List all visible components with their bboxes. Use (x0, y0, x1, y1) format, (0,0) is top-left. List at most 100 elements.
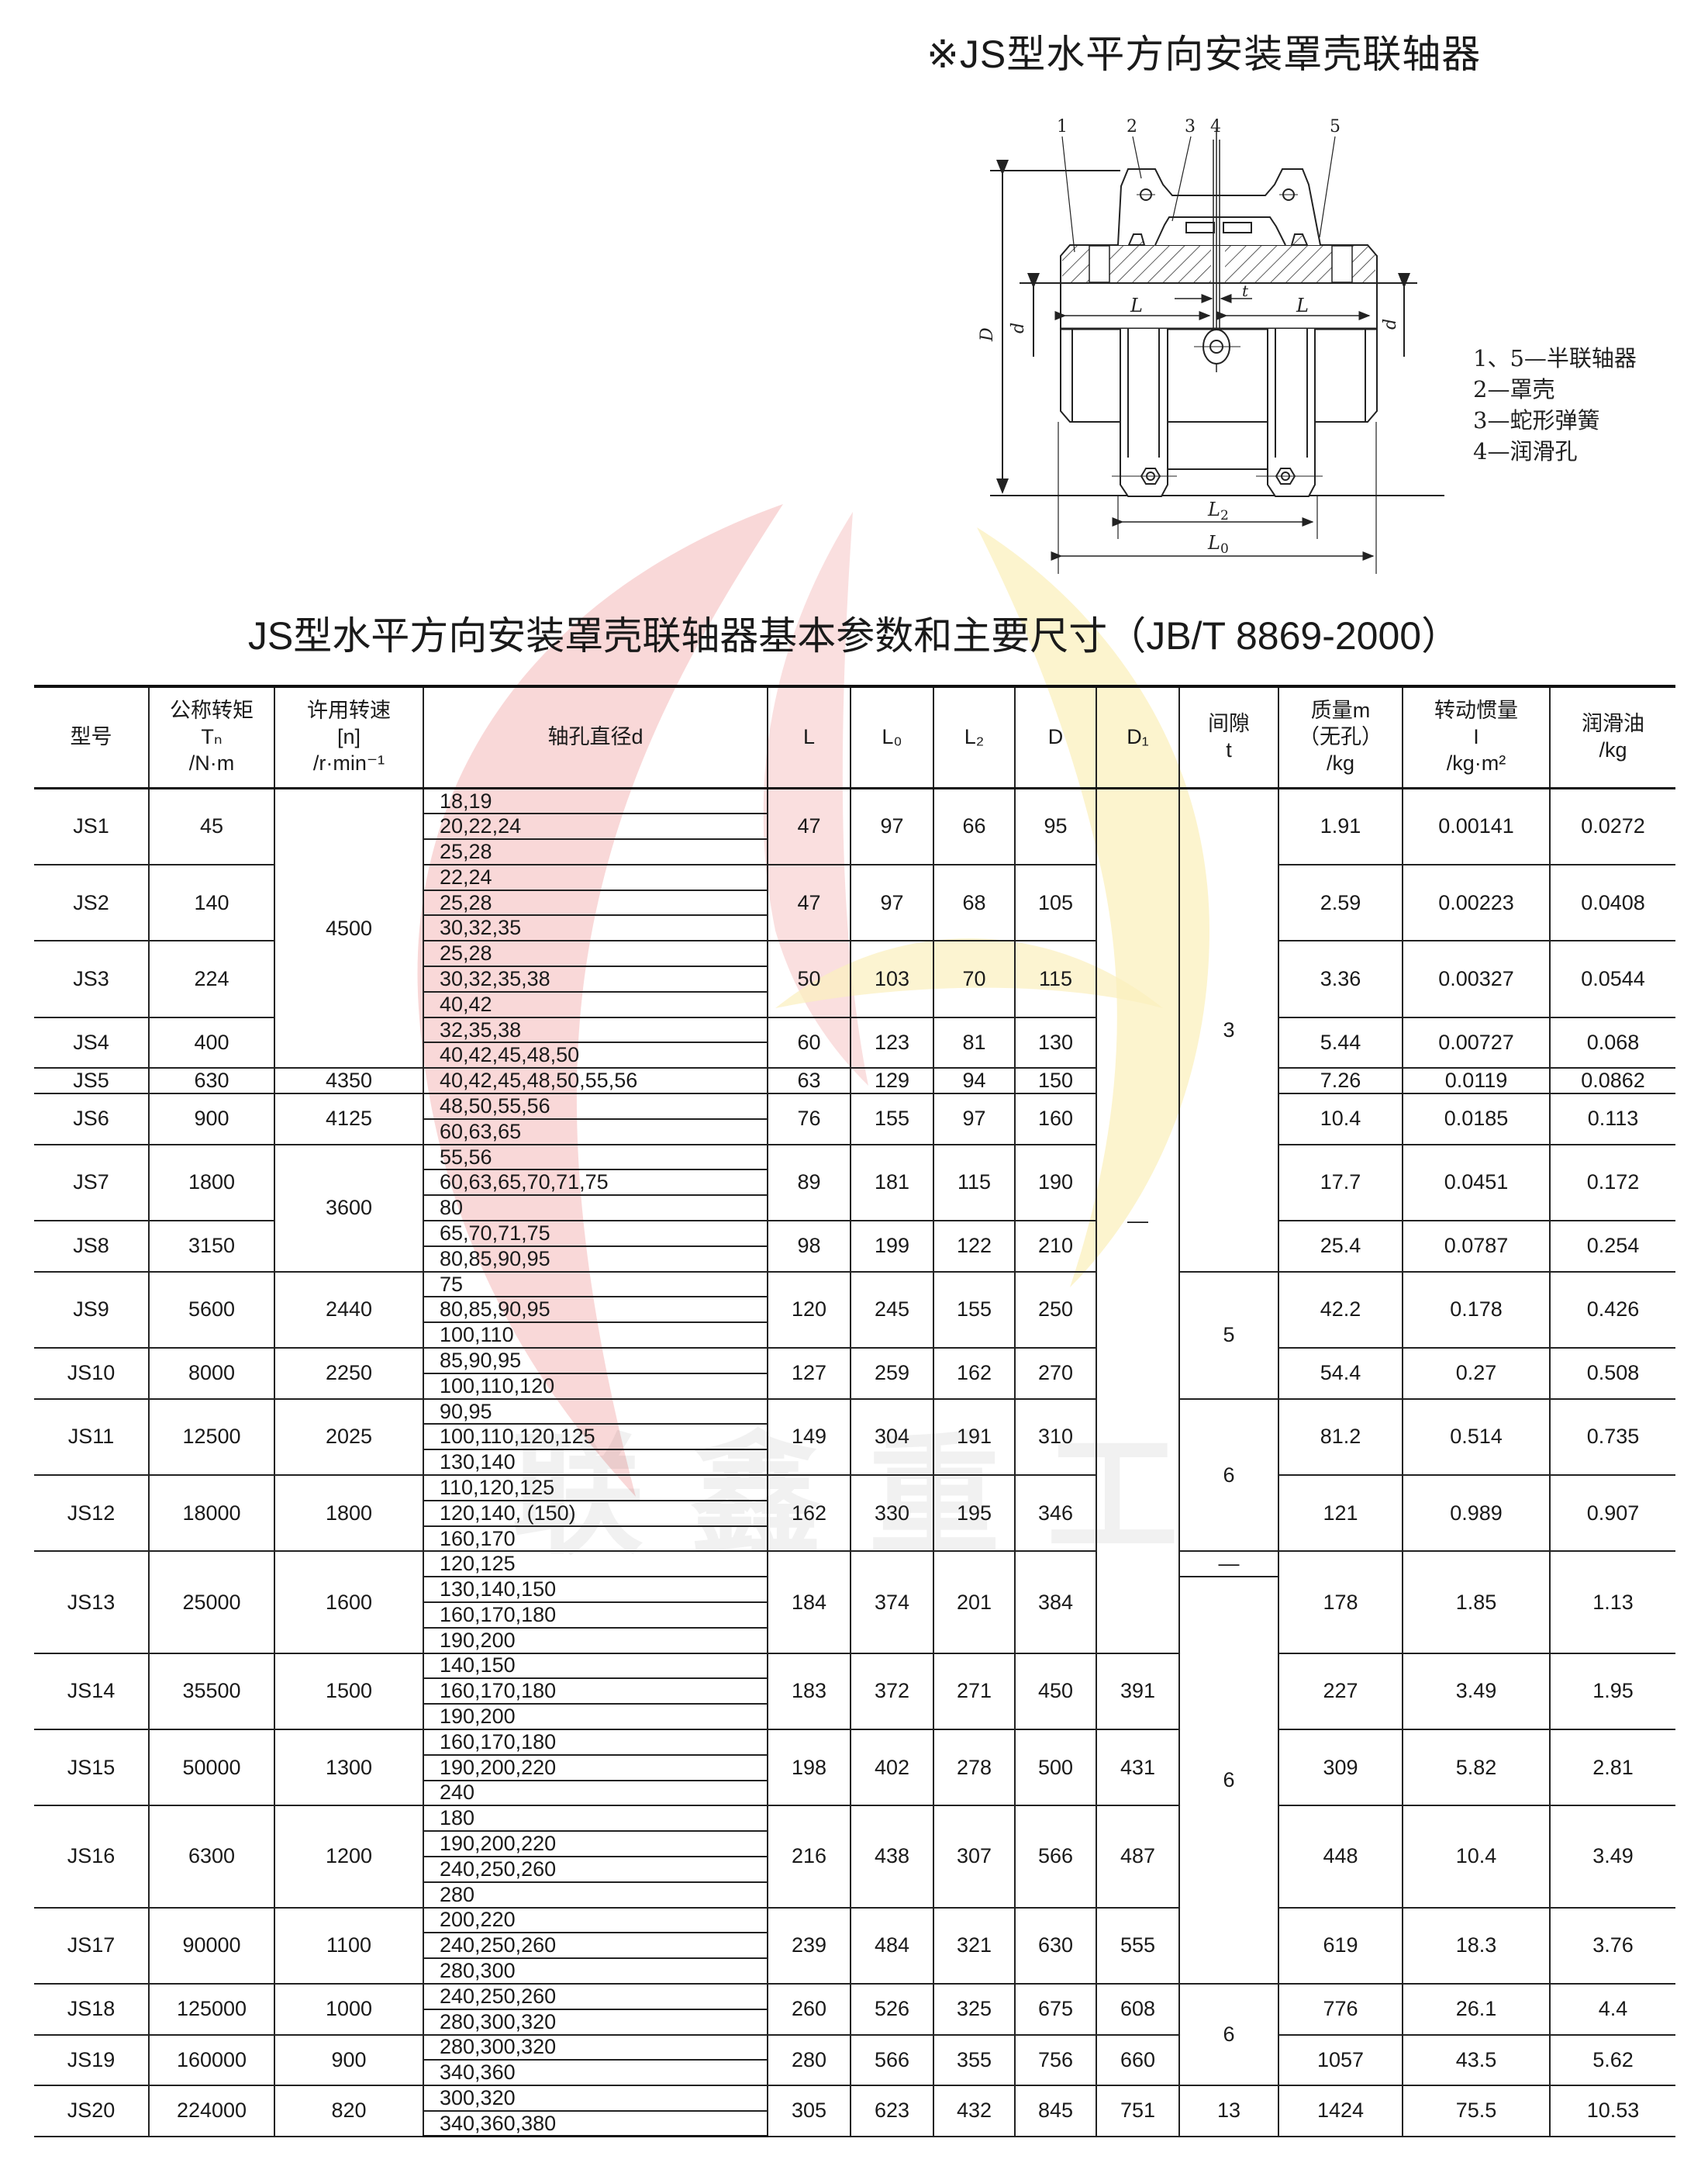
bore-diameter-cell: 22,24 (423, 863, 768, 891)
torque-cell: 400 (148, 1016, 275, 1069)
bore-diameter-cell: 180 (423, 1805, 768, 1833)
L0-cell: 304 (850, 1397, 934, 1477)
cover-leg-left (1120, 329, 1168, 497)
D-cell: 160 (1014, 1093, 1097, 1145)
model-cell: JS16 (34, 1805, 150, 1909)
gap-t-cell: 3 (1178, 787, 1279, 1273)
table-row: 40,42,45,48,50 (34, 1042, 1675, 1069)
label-L-right: L (1296, 295, 1309, 316)
D-cell: 250 (1014, 1270, 1097, 1349)
model-cell: JS5 (34, 1067, 150, 1095)
L-cell: 184 (767, 1550, 851, 1654)
table-row: JS17 90000 1100 200,220 239 484 321 630 555 619 18… (34, 1906, 1675, 1985)
column-header-line: 间隙 (1208, 712, 1250, 736)
bore-diameter-cell: 110,120,125 (423, 1474, 768, 1501)
torque-cell: 35500 (148, 1652, 275, 1730)
oil-cell: 5.62 (1549, 2033, 1675, 2087)
inertia-cell: 18.3 (1402, 1906, 1551, 1985)
L0-cell: 372 (850, 1652, 934, 1730)
column-header-line: L (802, 725, 816, 749)
L0-cell: 259 (850, 1347, 934, 1400)
oil-cell: 4.4 (1549, 1982, 1675, 2036)
bore-diameter-cell: 18,19 (423, 787, 768, 815)
bore-diameter-cell: 80,85,90,95 (423, 1245, 768, 1273)
oil-cell: 0.0408 (1549, 863, 1675, 942)
speed-cell: 900 (274, 2033, 424, 2087)
L2-cell: 70 (933, 940, 1016, 1018)
L2-cell: 278 (933, 1728, 1016, 1807)
oil-cell: 0.0544 (1549, 940, 1675, 1018)
L0-cell: 623 (850, 2085, 934, 2137)
oil-cell: 2.81 (1549, 1728, 1675, 1807)
bore-diameter-cell: 280 (423, 1881, 768, 1909)
model-cell: JS13 (34, 1550, 150, 1654)
L-cell: 239 (767, 1906, 851, 1985)
bore-diameter-cell: 60,63,65 (423, 1118, 768, 1145)
bore-diameter-cell: 190,200,220 (423, 1830, 768, 1857)
model-cell: JS6 (34, 1093, 150, 1145)
model-cell: JS3 (34, 940, 150, 1018)
table-row: 60,63,65 (34, 1118, 1675, 1145)
L0-cell: 155 (850, 1093, 934, 1145)
table-row: 20,22,24 (34, 813, 1675, 841)
L2-cell: 191 (933, 1397, 1016, 1477)
bore-diameter-cell: 90,95 (423, 1397, 768, 1425)
column-header-line: /N·m (188, 751, 235, 775)
model-cell: JS7 (34, 1143, 150, 1222)
table-row: 130,140 (34, 1449, 1675, 1477)
table-header-row: 型号 公称转矩 Tₙ/N·m 许用转速 [n]/r·min⁻¹ 轴孔直径d L L₀ L₂ D D₁… (34, 685, 1675, 789)
torque-cell: 140 (148, 863, 275, 942)
L-cell: 183 (767, 1652, 851, 1730)
L2-cell: 271 (933, 1652, 1016, 1730)
table-row: JS2 140 22,24 47 97 68 105 2.59 0.00223 0.0408 (34, 863, 1675, 942)
L-cell: 60 (767, 1016, 851, 1069)
column-header-line: Tₙ (201, 725, 223, 749)
column-header-L: L (767, 685, 851, 789)
speed-cell: 1000 (274, 1982, 424, 2036)
table-row: 240,250,260 (34, 1855, 1675, 1883)
L-cell: 89 (767, 1143, 851, 1222)
mass-cell: 25.4 (1278, 1220, 1403, 1273)
legend-item-1: 1、5—半联轴器 (1473, 345, 1637, 371)
mass-cell: 81.2 (1278, 1397, 1403, 1477)
bore-diameter-cell: 280,300 (423, 1957, 768, 1985)
L0-cell: 330 (850, 1474, 934, 1553)
L0-cell: 199 (850, 1220, 934, 1273)
L0-cell: 123 (850, 1016, 934, 1069)
L2-cell: 66 (933, 787, 1016, 865)
inertia-cell: 0.514 (1402, 1397, 1551, 1477)
model-cell: JS4 (34, 1016, 150, 1069)
bore-diameter-cell: 100,110,120 (423, 1372, 768, 1400)
D-cell: 675 (1014, 1982, 1097, 2036)
D-cell: 115 (1014, 940, 1097, 1018)
mass-cell: 178 (1278, 1550, 1403, 1654)
part-number-5: 5 (1330, 117, 1341, 136)
label-D: D (978, 327, 997, 342)
torque-cell: 8000 (148, 1347, 275, 1400)
L2-cell: 195 (933, 1474, 1016, 1553)
oil-cell: 0.172 (1549, 1143, 1675, 1222)
column-header-line: /r·min⁻¹ (312, 751, 385, 775)
inertia-cell: 0.00141 (1402, 787, 1551, 865)
column-header-L0: L₀ (850, 685, 934, 789)
column-header-line: /kg (1599, 738, 1627, 762)
torque-cell: 224000 (148, 2085, 275, 2137)
gap-t-cell: 6 (1178, 1397, 1279, 1553)
table-row: 160,170,180 (34, 1601, 1675, 1629)
label-L2: L2 (1207, 499, 1229, 523)
bore-diameter-cell: 120,125 (423, 1550, 768, 1578)
table-row: JS5 630 4350 40,42,45,48,50,55,56 63 129 94 150… (34, 1067, 1675, 1095)
column-header-line: /kg (1326, 751, 1355, 775)
page-title: ※JS型水平方向安装罩壳联轴器 (926, 33, 1482, 76)
torque-cell: 125000 (148, 1982, 275, 2036)
inertia-cell: 0.0119 (1402, 1067, 1551, 1095)
torque-cell: 45 (148, 787, 275, 865)
column-header-line: 转动惯量 (1434, 699, 1518, 723)
L-cell: 47 (767, 787, 851, 865)
mass-cell: 5.44 (1278, 1016, 1403, 1069)
D1-cell: 487 (1096, 1805, 1180, 1909)
L2-cell: 68 (933, 863, 1016, 942)
column-header-line: 型号 (70, 725, 112, 749)
table-row: 25,28 (34, 889, 1675, 917)
L0-cell: 402 (850, 1728, 934, 1807)
